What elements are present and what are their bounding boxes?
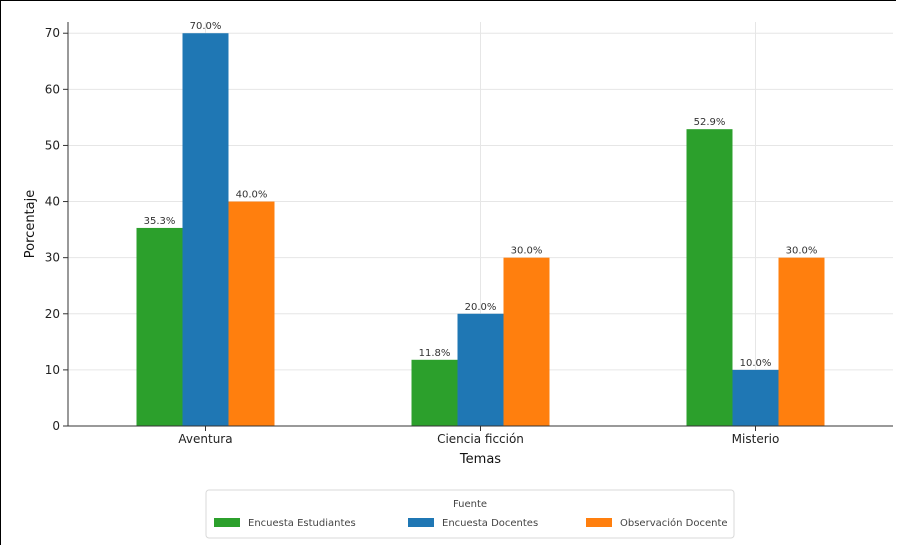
legend-entry: Encuesta Estudiantes <box>248 518 356 529</box>
legend-entry: Observación Docente <box>620 517 728 529</box>
bar-value-label: 30.0% <box>511 246 543 257</box>
axes-group: 0 10 20 30 40 50 60 70 Aventura Ciencia ficción Mi… <box>45 22 893 446</box>
bar <box>686 129 733 426</box>
y-tick-label: 70 <box>45 26 60 40</box>
bar-value-label: 70.0% <box>190 21 222 32</box>
legend-title: Fuente <box>453 499 487 510</box>
legend-box <box>205 489 735 539</box>
bar-value-label: 40.0% <box>236 190 268 201</box>
y-tick-label: 40 <box>45 195 60 209</box>
y-tick-label: 10 <box>45 363 60 377</box>
bar <box>136 227 183 426</box>
y-tick-label: 50 <box>45 138 60 152</box>
bar-value-label: 20.0% <box>465 302 497 313</box>
x-axis-title: Temas <box>459 452 501 467</box>
legend-swatch <box>214 518 240 527</box>
y-tick-label: 20 <box>45 307 60 321</box>
bar-value-label: 11.8% <box>419 348 451 359</box>
y-tick-label: 0 <box>52 419 60 433</box>
y-axis-title: Porcentaje <box>23 190 38 258</box>
x-tick-label: Ciencia ficción <box>437 432 524 446</box>
bar <box>182 33 229 426</box>
bar-value-label: 30.0% <box>786 246 818 257</box>
bar <box>228 201 275 426</box>
x-tick-label: Misterio <box>732 432 780 446</box>
bars-group <box>136 33 825 426</box>
bar <box>778 257 825 426</box>
bar <box>732 369 779 426</box>
legend-swatch <box>408 518 434 527</box>
bar-value-label: 35.3% <box>144 216 176 227</box>
data-labels-group: 35.3% 11.8% 52.9% 70.0% 20.0% 10.0% 40.0% 30.0%… <box>144 21 818 369</box>
legend-entry: Encuesta Docentes <box>442 518 538 529</box>
bar-value-label: 52.9% <box>694 117 726 128</box>
bar <box>503 257 550 426</box>
bar <box>411 359 458 426</box>
y-tick-label: 30 <box>45 251 60 265</box>
bar <box>457 313 504 426</box>
legend: Fuente Encuesta Estudiantes Encuesta Doce… <box>205 489 735 539</box>
x-tick-label: Aventura <box>178 432 232 446</box>
bar-value-label: 10.0% <box>740 358 772 369</box>
legend-swatch <box>586 518 612 527</box>
y-tick-label: 60 <box>45 82 60 96</box>
